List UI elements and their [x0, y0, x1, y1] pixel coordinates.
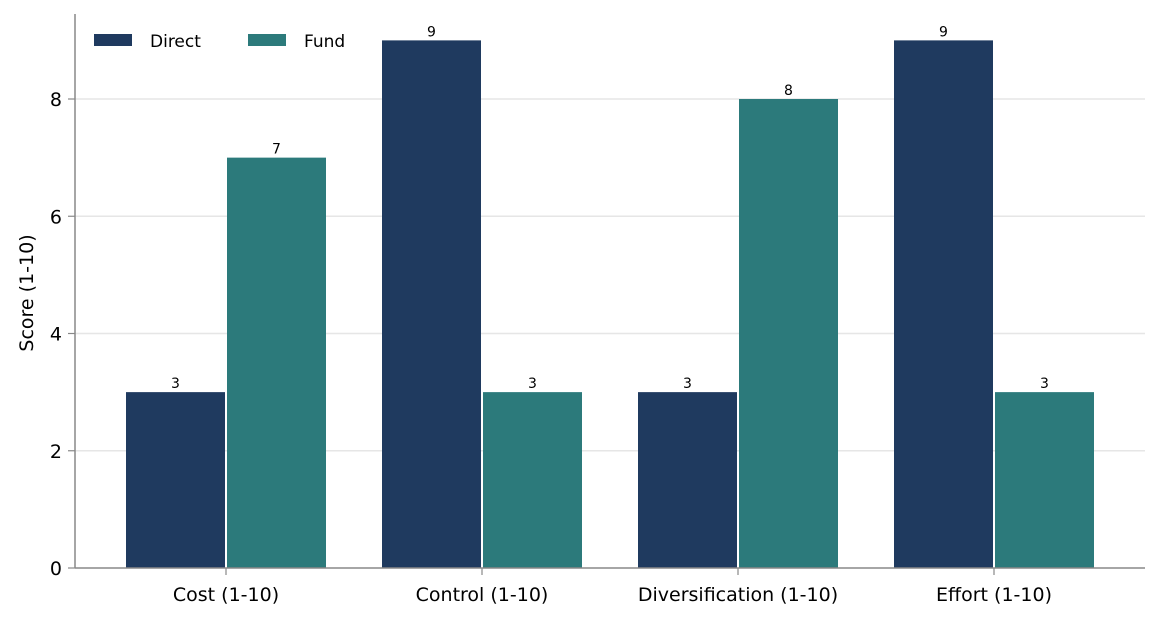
bar-direct: [126, 392, 225, 568]
data-label: 8: [784, 83, 793, 99]
bar-fund: [483, 392, 582, 568]
data-label: 3: [683, 376, 692, 392]
bar-direct: [638, 392, 737, 568]
legend-swatch-direct: [94, 34, 132, 46]
data-label: 3: [171, 376, 180, 392]
y-axis-label: Score (1-10): [16, 234, 38, 351]
bars: [126, 40, 1094, 568]
y-tick-label: 6: [50, 206, 62, 228]
x-tick-label: Diversification (1-10): [638, 584, 838, 606]
legend-label-fund: Fund: [304, 32, 345, 52]
y-tick-labels: 0 2 4 6 8: [50, 89, 62, 580]
y-tick-label: 2: [50, 441, 62, 463]
data-label: 9: [939, 24, 948, 40]
bar-fund: [227, 157, 326, 568]
data-label: 7: [272, 142, 281, 158]
bar-direct: [894, 40, 993, 568]
x-tick-labels: Cost (1-10) Control (1-10) Diversification…: [173, 584, 1052, 606]
data-label: 9: [427, 24, 436, 40]
bar-direct: [382, 40, 481, 568]
legend: Direct Fund: [94, 32, 345, 52]
axes: [68, 14, 1145, 575]
x-tick-label: Control (1-10): [416, 584, 549, 606]
data-label: 3: [528, 376, 537, 392]
y-tick-label: 0: [50, 558, 62, 580]
bar-fund: [995, 392, 1094, 568]
y-tick-label: 4: [50, 324, 62, 346]
x-tick-label: Cost (1-10): [173, 584, 279, 606]
legend-swatch-fund: [248, 34, 286, 46]
data-labels: 3 7 9 3 3 8 9 3: [171, 24, 1049, 392]
bar-fund: [739, 99, 838, 568]
y-tick-label: 8: [50, 89, 62, 111]
x-tick-label: Effort (1-10): [936, 584, 1052, 606]
legend-label-direct: Direct: [150, 32, 201, 52]
data-label: 3: [1040, 376, 1049, 392]
